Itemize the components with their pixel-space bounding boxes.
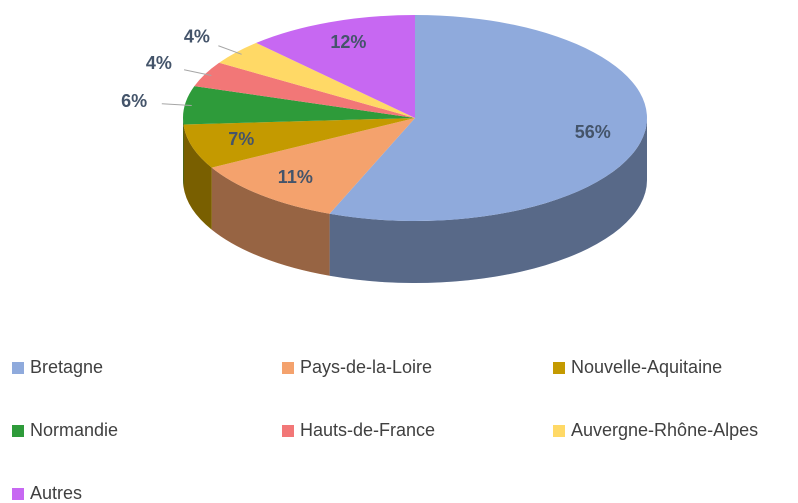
data-label: 12% <box>330 32 366 52</box>
legend-label: Bretagne <box>30 357 103 377</box>
slice <box>194 62 415 118</box>
slice <box>183 86 415 125</box>
legend-swatch <box>553 362 565 374</box>
slice-side-shade <box>211 167 330 276</box>
leader-line <box>183 69 212 76</box>
legend-label: Normandie <box>30 420 118 440</box>
data-label: 4% <box>146 53 172 73</box>
data-label: 4% <box>184 27 210 47</box>
slice-side <box>183 124 212 230</box>
slice <box>183 118 415 168</box>
legend-swatch <box>12 362 24 374</box>
data-label: 11% <box>278 167 313 187</box>
legend-label: Pays-de-la-Loire <box>300 357 432 377</box>
legend-swatch <box>282 425 294 437</box>
legend-swatch <box>553 425 565 437</box>
slice <box>256 15 415 118</box>
data-label: 56% <box>575 122 611 142</box>
legend-label: Hauts-de-France <box>300 420 435 440</box>
data-label: 7% <box>228 129 254 149</box>
slice-side <box>211 167 330 276</box>
legend-label: Autres <box>30 483 82 503</box>
legend-swatch <box>282 362 294 374</box>
legend-swatch <box>12 488 24 500</box>
leader-line <box>161 103 192 106</box>
slice-side-shade <box>183 124 212 230</box>
legend-label: Auvergne-Rhône-Alpes <box>571 420 758 440</box>
slice <box>219 42 415 119</box>
leader-line <box>218 45 242 55</box>
legend-label: Nouvelle-Aquitaine <box>571 357 722 377</box>
slice-side-shade <box>329 118 647 283</box>
slice <box>329 15 648 222</box>
slice <box>211 118 415 214</box>
data-label: 6% <box>121 91 147 111</box>
slice-side <box>329 118 647 283</box>
legend-swatch <box>12 425 24 437</box>
